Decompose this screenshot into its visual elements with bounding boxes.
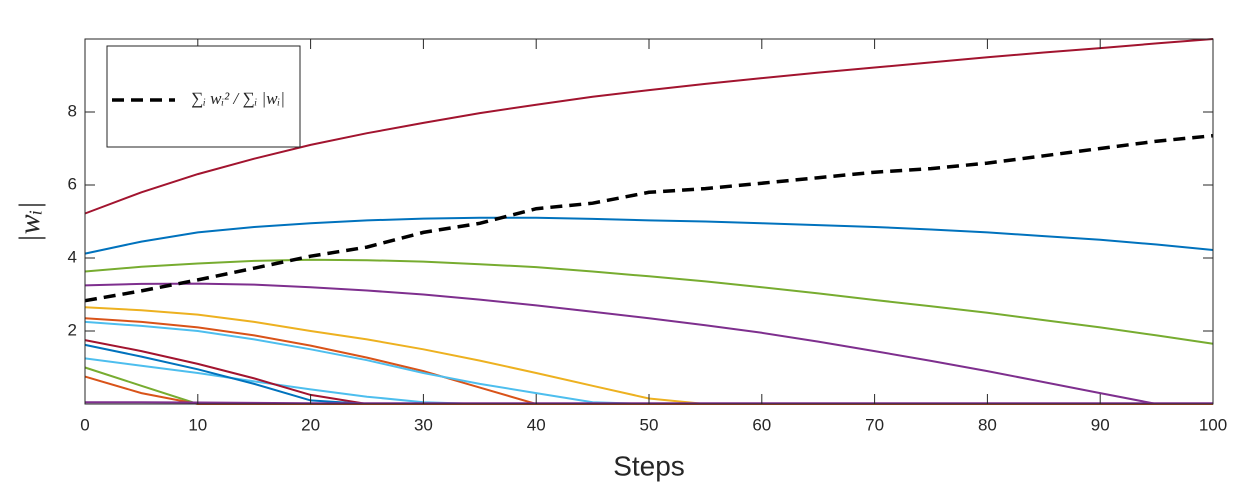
line-series <box>84 317 1213 405</box>
line-series <box>84 258 1214 345</box>
x-tick-label: 50 <box>640 415 659 434</box>
x-tick-label: 10 <box>188 415 207 434</box>
x-tick-label: 20 <box>301 415 320 434</box>
legend-box <box>106 45 301 148</box>
x-tick-label: 80 <box>978 415 997 434</box>
line-series <box>84 216 1214 255</box>
y-axis-label: |wᵢ| <box>13 201 46 242</box>
line-series <box>84 282 1213 405</box>
line-series <box>84 38 1214 215</box>
y-tick-label: 8 <box>68 101 77 120</box>
y-tick-label: 6 <box>68 174 77 193</box>
y-tick-label: 2 <box>68 320 77 339</box>
y-tick-label: 4 <box>68 247 77 266</box>
line-series <box>84 320 1213 405</box>
x-tick-label: 40 <box>527 415 546 434</box>
x-tick-label: 30 <box>414 415 433 434</box>
x-tick-label: 70 <box>865 415 884 434</box>
x-tick-label: 100 <box>1199 415 1227 434</box>
x-tick-label: 90 <box>1091 415 1110 434</box>
x-tick-label: 0 <box>80 415 89 434</box>
x-tick-label: 60 <box>752 415 771 434</box>
legend-label: ∑ᵢ wᵢ² / ∑ᵢ |wᵢ| <box>191 89 285 108</box>
line-series <box>84 306 1213 405</box>
line-series <box>84 133 1214 303</box>
x-axis-label: Steps <box>613 450 685 481</box>
